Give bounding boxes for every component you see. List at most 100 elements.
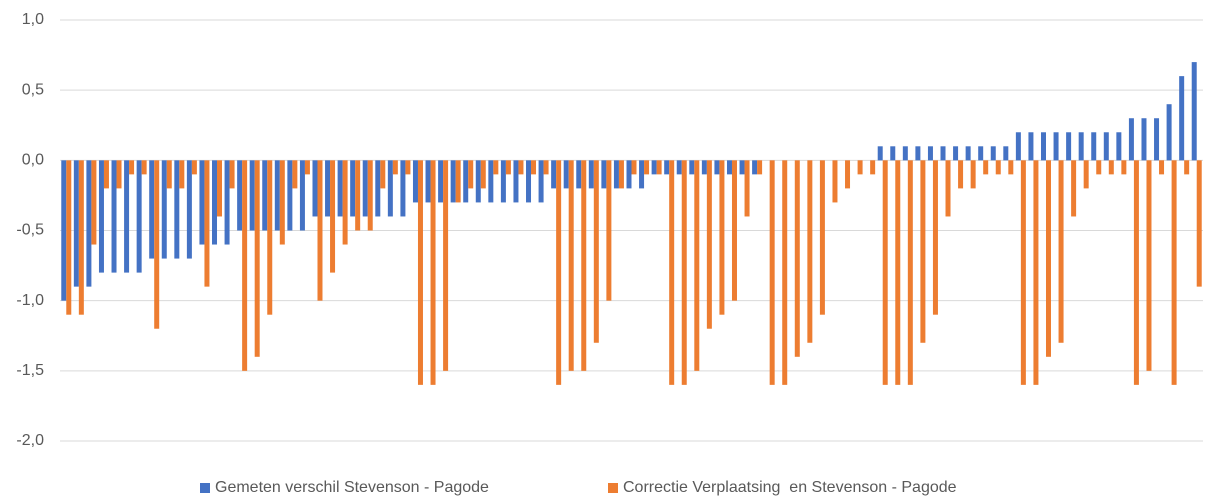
bar	[375, 160, 381, 217]
bar	[136, 160, 142, 273]
bar	[443, 160, 449, 371]
bar	[1033, 160, 1039, 385]
bar	[124, 160, 130, 273]
bar	[568, 160, 574, 371]
bar	[149, 160, 155, 259]
bar	[656, 160, 662, 175]
bar	[694, 160, 700, 371]
bar	[689, 160, 695, 175]
bar	[551, 160, 557, 189]
bar	[664, 160, 670, 175]
bar	[392, 160, 398, 175]
bar	[538, 160, 544, 203]
bar	[355, 160, 361, 231]
bar	[141, 160, 147, 175]
bar	[480, 160, 486, 189]
bar	[199, 160, 205, 245]
bar	[61, 160, 67, 301]
bar	[73, 160, 79, 287]
bar	[983, 160, 989, 175]
bar	[757, 160, 763, 175]
bar	[513, 160, 519, 203]
bar	[387, 160, 393, 217]
bar	[1096, 160, 1102, 175]
bar	[304, 160, 310, 175]
bar	[832, 160, 838, 203]
bar	[179, 160, 185, 189]
bar	[129, 160, 135, 175]
bar	[1078, 132, 1084, 161]
bar	[274, 160, 280, 231]
bar	[714, 160, 720, 175]
bar	[526, 160, 532, 203]
bar	[1196, 160, 1202, 287]
bar	[204, 160, 210, 287]
bar	[927, 146, 933, 161]
bar	[877, 146, 883, 161]
bar	[701, 160, 707, 175]
bar	[588, 160, 594, 189]
bar	[581, 160, 587, 371]
bar	[317, 160, 323, 301]
bar	[1146, 160, 1152, 371]
bar	[940, 146, 946, 161]
bar	[1141, 118, 1147, 161]
bar	[342, 160, 348, 245]
bar	[807, 160, 813, 343]
bar	[752, 160, 758, 175]
bar	[601, 160, 607, 189]
bar	[91, 160, 97, 245]
bar	[882, 160, 888, 385]
bar	[217, 160, 223, 217]
bar	[325, 160, 331, 217]
bar	[1133, 160, 1139, 385]
bar	[488, 160, 494, 203]
bar	[639, 160, 645, 189]
bar	[606, 160, 612, 301]
bar	[576, 160, 582, 189]
bar	[1179, 76, 1185, 161]
bar	[1020, 160, 1026, 385]
bar	[870, 160, 876, 175]
bar	[262, 160, 268, 231]
bar	[367, 160, 373, 231]
bar	[186, 160, 192, 259]
bar	[953, 146, 959, 161]
bar	[191, 160, 197, 175]
bar	[902, 146, 908, 161]
bar	[224, 160, 230, 245]
bar	[412, 160, 418, 203]
bar	[857, 160, 863, 175]
bar	[78, 160, 84, 315]
bar	[493, 160, 499, 175]
bar	[1058, 160, 1064, 343]
bar	[626, 160, 632, 189]
bar	[292, 160, 298, 189]
bar	[995, 160, 1001, 175]
bar	[254, 160, 260, 357]
bar	[890, 146, 896, 161]
bar	[907, 160, 913, 385]
bar	[965, 146, 971, 161]
bar	[400, 160, 406, 217]
bar	[613, 160, 619, 189]
y-tick-label: 1,0	[22, 11, 44, 28]
bar	[161, 160, 167, 259]
bar	[1121, 160, 1127, 175]
bar	[1008, 160, 1014, 175]
bar	[500, 160, 506, 203]
bar	[98, 160, 104, 273]
bar	[845, 160, 851, 189]
bar	[1184, 160, 1190, 175]
bar	[1053, 132, 1059, 161]
bar	[794, 160, 800, 357]
bar	[1191, 62, 1197, 161]
legend-label: Correctie Verplaatsing en Stevenson - Pa…	[623, 479, 957, 496]
bar	[895, 160, 901, 385]
bar	[468, 160, 474, 189]
bar	[739, 160, 745, 175]
bar	[706, 160, 712, 329]
bar	[978, 146, 984, 161]
bar	[330, 160, 336, 273]
